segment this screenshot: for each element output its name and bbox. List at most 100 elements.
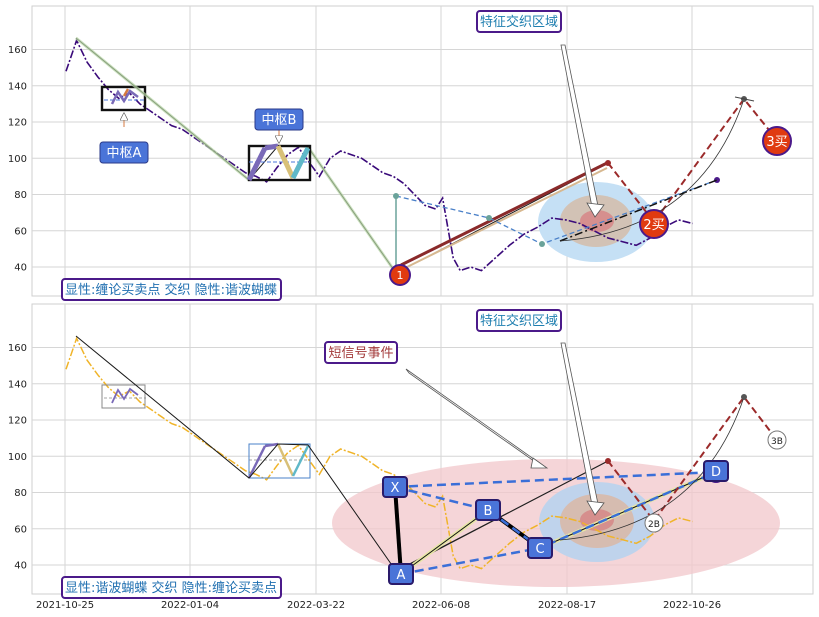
short-event-arrow-head xyxy=(530,457,549,469)
harmonic-ab-leg xyxy=(400,509,489,575)
point-c-tag xyxy=(527,537,553,559)
top-y-tick-80: 80 xyxy=(14,190,27,201)
x-tick-5: 2022-10-26 xyxy=(663,600,721,611)
bottom-y-tick-100: 100 xyxy=(8,452,27,463)
bottom-projection-dashed xyxy=(607,395,778,523)
buy-point-3-marker xyxy=(762,126,792,156)
top-grid xyxy=(32,6,813,296)
x-tick-2: 2022-03-22 xyxy=(287,600,345,611)
top-point-c xyxy=(539,241,545,247)
harmonic-ac-dashed xyxy=(400,546,541,576)
x-tick-1: 2022-01-04 xyxy=(161,600,219,611)
bottom-y-tick-80: 80 xyxy=(14,488,27,499)
top-zone-arrow-head xyxy=(586,202,605,218)
bottom-zone-arrow-head xyxy=(586,500,605,516)
bottom-y-tick-120: 120 xyxy=(8,416,27,427)
pivot-a-box xyxy=(100,85,147,112)
short-event-label: 短信号事件 xyxy=(328,346,393,361)
top-y-tick-140: 140 xyxy=(8,81,27,92)
pivot-b-tag xyxy=(254,108,304,131)
top-plot-frame xyxy=(31,5,814,297)
bottom-pivot-b-leg-4 xyxy=(291,445,310,477)
top-zigzag-green-1 xyxy=(75,36,250,182)
signal-2b-label: 2B xyxy=(648,520,660,530)
pivot-b-leg-3 xyxy=(275,144,296,180)
top-up-stroke-b xyxy=(400,167,608,271)
top-projection-dashed xyxy=(607,97,778,224)
pivot-a-tag-label: 中枢A xyxy=(107,146,142,161)
point-c-label: C xyxy=(535,542,544,557)
bottom-y-tick-40: 40 xyxy=(14,561,27,572)
top-y-tick-60: 60 xyxy=(14,226,27,237)
point-a-label: A xyxy=(397,568,406,583)
top-dashdot-line xyxy=(559,179,718,242)
pivot-b-tag-label: 中枢B xyxy=(262,113,297,128)
bottom-price-line xyxy=(65,336,693,570)
buy-point-1-marker xyxy=(389,264,411,286)
harmonic-xa-leg xyxy=(393,486,403,575)
buy-point-1-label: 1 xyxy=(397,269,404,282)
point-x-tag xyxy=(382,476,408,498)
top-legend-box xyxy=(61,278,282,301)
top-legend-text: 显性:缠论买卖点 交织 隐性:谐波蝴蝶 xyxy=(65,282,277,298)
x-tick-labels: 2021-10-25 2022-01-04 2022-03-22 2022-06-08… xyxy=(36,600,721,611)
bottom-legend-text: 显性:谐波蝴蝶 交织 隐性:缠论买卖点 xyxy=(65,580,277,596)
short-event-tag xyxy=(324,341,398,364)
bottom-y-tick-60: 60 xyxy=(14,524,27,535)
top-proj-cap xyxy=(734,96,755,102)
top-y-tick-120: 120 xyxy=(8,118,27,129)
bottom-pivot-a-box xyxy=(101,384,146,409)
bottom-legend-box xyxy=(61,576,282,599)
bottom-proj-peak-dot xyxy=(741,394,747,400)
top-projection-curve xyxy=(559,98,745,242)
signal-2b-marker xyxy=(644,513,664,533)
buy-point-3-label: 3买 xyxy=(766,135,787,150)
bottom-pivot-b-leg-1 xyxy=(247,445,267,479)
top-point-d xyxy=(714,177,720,183)
pivot-a-zigzag xyxy=(110,89,139,105)
bottom-pivot-b-leg-2 xyxy=(264,442,279,448)
buy-point-2-label: 2买 xyxy=(643,218,664,233)
bottom-y-tick-140: 140 xyxy=(8,379,27,390)
top-peak-dot xyxy=(605,160,611,166)
point-b-label: B xyxy=(484,504,493,519)
point-d-label: D xyxy=(711,465,721,480)
buy-point-2-marker xyxy=(639,209,669,239)
top-price-line xyxy=(65,38,693,272)
point-x-label: X xyxy=(391,481,400,496)
point-a-tag xyxy=(388,563,414,585)
top-zone-tag-label: 特征交织区域 xyxy=(480,14,558,30)
pivot-a-tag xyxy=(99,141,149,164)
bottom-peak-dot xyxy=(605,458,611,464)
top-y-tick-160: 160 xyxy=(8,45,27,56)
top-point-b xyxy=(486,215,492,221)
bottom-pivot-a-zigzag xyxy=(111,387,139,404)
point-d-tag xyxy=(703,460,729,482)
signal-3b-label: 3B xyxy=(771,437,783,447)
bottom-zone-tag xyxy=(476,309,562,332)
point-b-tag xyxy=(475,499,501,521)
bottom-zone-tag-label: 特征交织区域 xyxy=(480,313,558,329)
harmonic-xd-dashed xyxy=(394,470,717,489)
x-tick-0: 2021-10-25 xyxy=(36,600,94,611)
bottom-pivot-b-leg-3 xyxy=(276,443,295,477)
top-y-tick-100: 100 xyxy=(8,154,27,165)
top-y-tick-labels: 40 60 80 100 120 140 160 xyxy=(8,45,27,274)
pivot-a-accent xyxy=(122,88,130,97)
x-tick-4: 2022-08-17 xyxy=(538,600,596,611)
bottom-y-tick-160: 160 xyxy=(8,343,27,354)
top-zigzag-green-2 xyxy=(306,146,398,274)
signal-3b-marker xyxy=(767,430,787,450)
pivot-b-leg-2 xyxy=(264,143,279,151)
top-up-stroke-a xyxy=(400,161,608,267)
pivot-b-leg-1 xyxy=(246,146,268,182)
harmonic-dashed-outline xyxy=(394,470,717,550)
x-tick-3: 2022-06-08 xyxy=(412,600,470,611)
top-y-tick-40: 40 xyxy=(14,263,27,274)
top-zone-tag xyxy=(476,10,562,33)
bottom-y-tick-labels: 40 60 80 100 120 140 160 xyxy=(8,343,27,572)
top-point-x xyxy=(393,193,399,199)
pivot-b-leg-4 xyxy=(290,146,311,180)
bottom-projection-curve xyxy=(559,396,745,541)
